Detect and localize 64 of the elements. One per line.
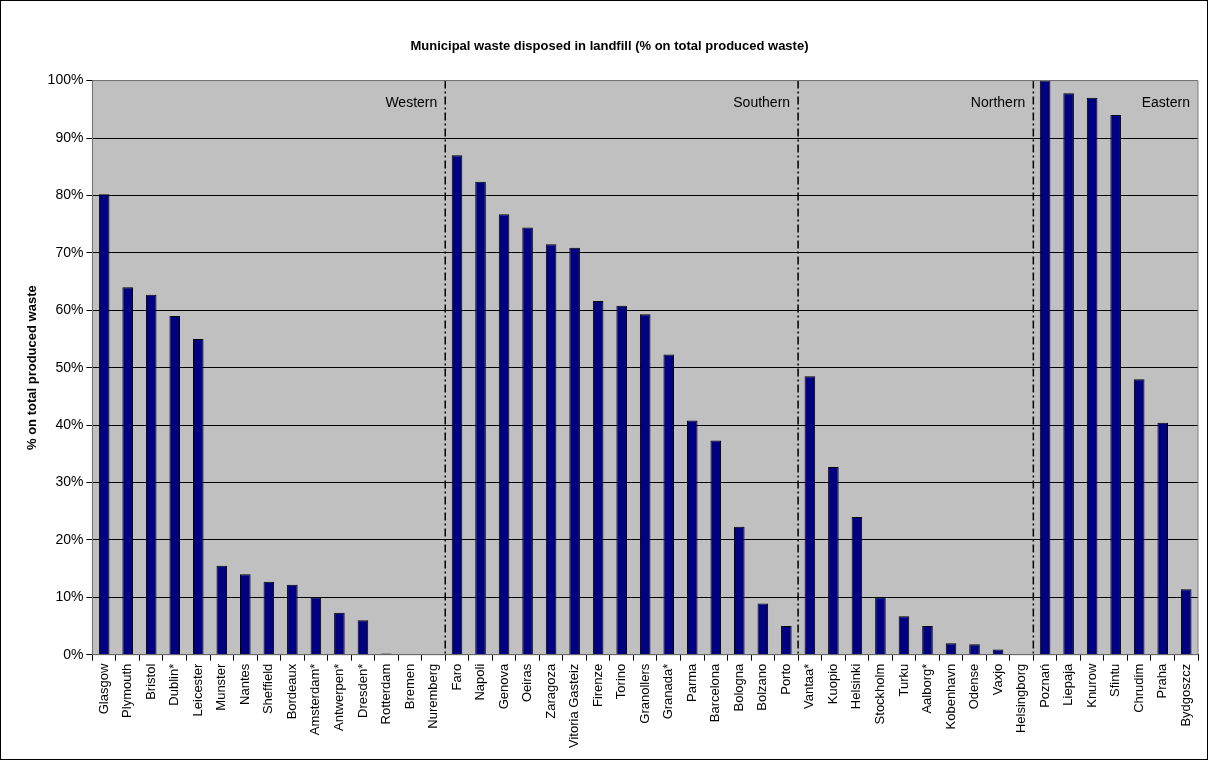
x-tick-label: Odense [966,663,982,710]
annotation: Eastern [1141,94,1190,111]
y-tick-label: 0% [63,645,84,662]
x-tick-label: Parma [683,662,699,702]
x-tick-label: Munster [213,663,229,711]
x-tick-label: Helsinki [848,663,864,710]
x-tick-label: Helsingborg [1013,663,1029,734]
x-tick-label: Torino [613,663,629,700]
y-tick-label: 20% [55,530,84,547]
x-tick-label: Dublin* [166,663,182,706]
y-tick-label: 30% [55,473,84,490]
x-tick-label: Bydgoszcz [1177,663,1193,727]
y-tick-label: 50% [55,358,84,375]
x-tick-label: Leicester [189,663,205,717]
x-tick-label: Nantes [236,663,252,705]
x-tick-label: Faro [448,663,464,691]
x-tick-label: Poznań [1036,663,1052,708]
x-tick-label: Sheffield [260,663,276,715]
y-tick-label: 70% [55,243,84,260]
annotation: Southern [733,94,791,111]
annotation: Northern [970,94,1026,111]
x-tick-label: Glasgow [95,663,111,715]
x-tick-label: Praha [1154,662,1170,699]
x-tick-label: Liepaja [1060,662,1076,706]
x-tick-label: Amsterdam* [307,663,323,736]
x-tick-label: Rotterdam [378,663,394,725]
x-tick-label: Bremen [401,663,417,710]
x-tick-label: Porto [777,663,793,695]
x-tick-label: Stockholm [872,663,888,725]
x-tick-label: Napoli [472,663,488,701]
x-tick-label: Sfintu [1107,663,1123,697]
x-tick-label: Knurow [1083,663,1099,708]
x-tick-label: Kobenhavn [942,663,958,730]
x-tick-label: Nuremberg [425,663,441,729]
x-tick-label: Bordeaux [283,663,299,720]
x-tick-label: Firenze [589,663,605,708]
y-tick-label: 10% [55,588,84,605]
x-tick-label: Turku [895,663,911,697]
annotation: Western [385,94,438,111]
x-tick-label: Oeiras [519,663,535,702]
x-tick-label: Kuopio [824,663,840,705]
x-tick-label: Granada* [660,663,676,720]
chart-title: Municipal waste disposed in landfill (% on total produced waste) [410,38,809,54]
y-tick-label: 60% [55,301,84,318]
x-tick-label: Antwerpen* [330,663,346,731]
x-tick-label: Genova [495,662,511,710]
x-tick-label: Bristol [142,663,158,700]
y-tick-label: 40% [55,415,84,432]
x-tick-label: Bolzano [754,663,770,711]
x-tick-label: Granollers [636,663,652,724]
x-tick-label: Bologna [730,662,746,712]
x-tick-label: Vaxjo [989,663,1005,696]
x-tick-label: Plymouth [119,663,135,718]
x-tick-label: Dresden* [354,663,370,718]
x-tick-label: Vantaa* [801,663,817,709]
x-tick-label: Barcelona [707,662,723,723]
y-tick-label: 90% [55,128,84,145]
y-axis-title: % on total produced waste [24,285,40,450]
x-tick-label: Chrudim [1130,663,1146,713]
x-tick-label: Vitoria Gasteiz [566,663,582,748]
y-tick-label: 100% [47,71,84,88]
y-tick-label: 80% [55,186,84,203]
x-tick-label: Aalborg* [919,663,935,714]
x-tick-label: Zaragoza [542,662,558,719]
